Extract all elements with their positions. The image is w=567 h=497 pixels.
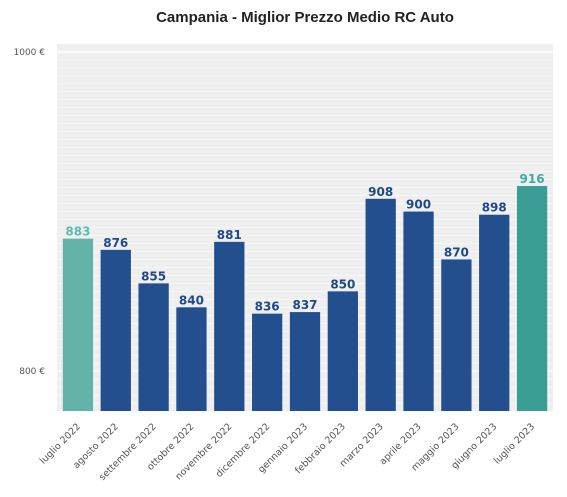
data-labels: 883 876 855 840 881 836 837 850 908 900 870 898 916 — [65, 172, 544, 314]
bar — [516, 186, 548, 411]
bar — [479, 214, 510, 411]
bar — [138, 283, 169, 411]
bar — [176, 307, 207, 411]
data-label: 900 — [406, 198, 431, 212]
data-label: 908 — [368, 185, 393, 199]
bar — [403, 211, 434, 411]
data-label: 837 — [292, 298, 317, 312]
data-label: 876 — [103, 236, 128, 250]
data-label: 840 — [179, 293, 204, 307]
bar — [365, 198, 396, 411]
bar — [252, 313, 283, 411]
bar — [289, 312, 321, 411]
chart-title: Campania - Miglior Prezzo Medio RC Auto — [156, 9, 454, 26]
data-label: 855 — [141, 269, 166, 283]
bar — [62, 238, 94, 411]
bar — [441, 259, 472, 411]
y-axis: 800 € 1000 € — [14, 48, 46, 377]
bars — [62, 186, 548, 411]
data-label: 836 — [255, 300, 280, 314]
data-label: 883 — [65, 225, 90, 239]
y-tick-label: 1000 € — [14, 48, 46, 58]
data-label: 898 — [482, 201, 507, 215]
bar — [327, 291, 358, 411]
y-tick-label: 800 € — [19, 367, 45, 377]
data-label: 916 — [520, 172, 545, 186]
data-label: 870 — [444, 245, 469, 259]
data-label: 850 — [330, 277, 355, 291]
bar — [100, 249, 131, 411]
data-label: 881 — [217, 228, 242, 242]
x-tick-label: luglio 2023 — [492, 421, 537, 466]
bar — [214, 241, 245, 411]
